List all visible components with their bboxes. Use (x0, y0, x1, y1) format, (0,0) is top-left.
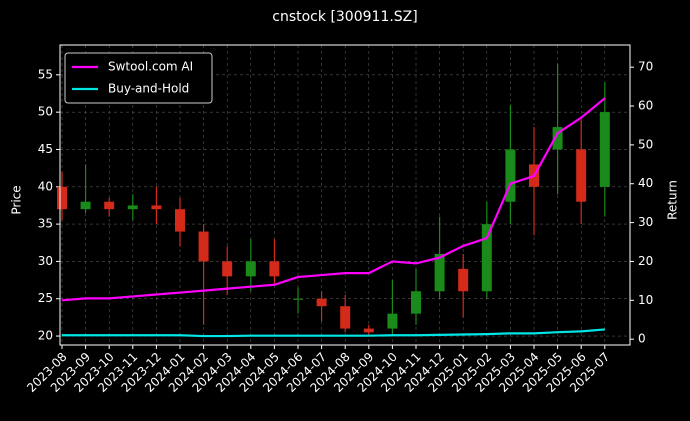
y-tick-label: 45 (38, 142, 53, 156)
plot-frame (59, 44, 631, 346)
candle-body (104, 201, 115, 210)
y2-tick-label: 50 (638, 137, 653, 151)
y-tick-label: 30 (38, 254, 53, 268)
y-axis-label: Price (10, 185, 24, 214)
candle-body (411, 291, 421, 314)
y-tick-label: 50 (38, 105, 53, 119)
candle-body (552, 127, 563, 150)
y2-tick-label: 70 (638, 60, 653, 74)
candle-body (175, 209, 185, 232)
legend-label: Swtool.com AI (108, 60, 193, 74)
return-line (62, 328, 605, 338)
legend-label: Buy-and-Hold (108, 82, 189, 96)
y-tick-label: 25 (38, 291, 53, 305)
candle-body (269, 261, 280, 277)
candle-body (387, 313, 398, 329)
candle-body (222, 261, 233, 277)
candle-body (151, 205, 162, 210)
candle-body (245, 261, 256, 277)
y2-tick-label: 0 (638, 332, 646, 346)
y2-tick-label: 40 (638, 176, 653, 190)
candle-body (57, 186, 67, 210)
candle-body (458, 268, 469, 292)
candle-body (198, 231, 209, 262)
candle-body (293, 298, 303, 300)
candle-body (505, 149, 516, 202)
candle-body (434, 253, 445, 292)
legend-box (64, 52, 213, 104)
y2-tick-label: 20 (638, 254, 653, 268)
y2-tick-label: 30 (638, 215, 653, 229)
candle-body (576, 149, 587, 202)
y-tick-label: 35 (38, 217, 53, 231)
candle-body (481, 224, 492, 292)
y-tick-label: 40 (38, 179, 53, 193)
y-tick-label: 55 (38, 67, 53, 81)
candle-body (127, 205, 138, 210)
y-tick-label: 20 (38, 329, 53, 343)
candle-body (363, 328, 374, 333)
candle-body (599, 112, 610, 187)
y2-tick-label: 10 (638, 293, 653, 307)
y2-axis-label: Return (666, 180, 680, 220)
candle-body (80, 201, 91, 210)
chart-title: cnstock [300911.SZ] (272, 9, 417, 25)
return-line (61, 97, 606, 302)
candle-body (340, 306, 351, 329)
candle-body (316, 298, 327, 307)
y2-tick-label: 60 (638, 99, 653, 113)
